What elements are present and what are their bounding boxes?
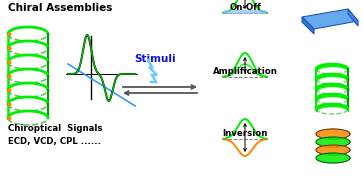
Polygon shape	[302, 9, 358, 29]
Polygon shape	[316, 137, 350, 147]
Text: Chiroptical  Signals: Chiroptical Signals	[8, 124, 102, 133]
Polygon shape	[316, 129, 350, 139]
Text: Chiral Assemblies: Chiral Assemblies	[8, 3, 112, 13]
Text: Amplification: Amplification	[213, 67, 277, 76]
Polygon shape	[348, 9, 358, 26]
Polygon shape	[302, 17, 314, 34]
Polygon shape	[316, 153, 350, 163]
Text: ECD, VCD, CPL ......: ECD, VCD, CPL ......	[8, 137, 102, 146]
Polygon shape	[316, 145, 350, 155]
Text: On-Off: On-Off	[229, 3, 261, 12]
Text: Inversion: Inversion	[222, 129, 268, 138]
Text: Stimuli: Stimuli	[134, 54, 176, 64]
